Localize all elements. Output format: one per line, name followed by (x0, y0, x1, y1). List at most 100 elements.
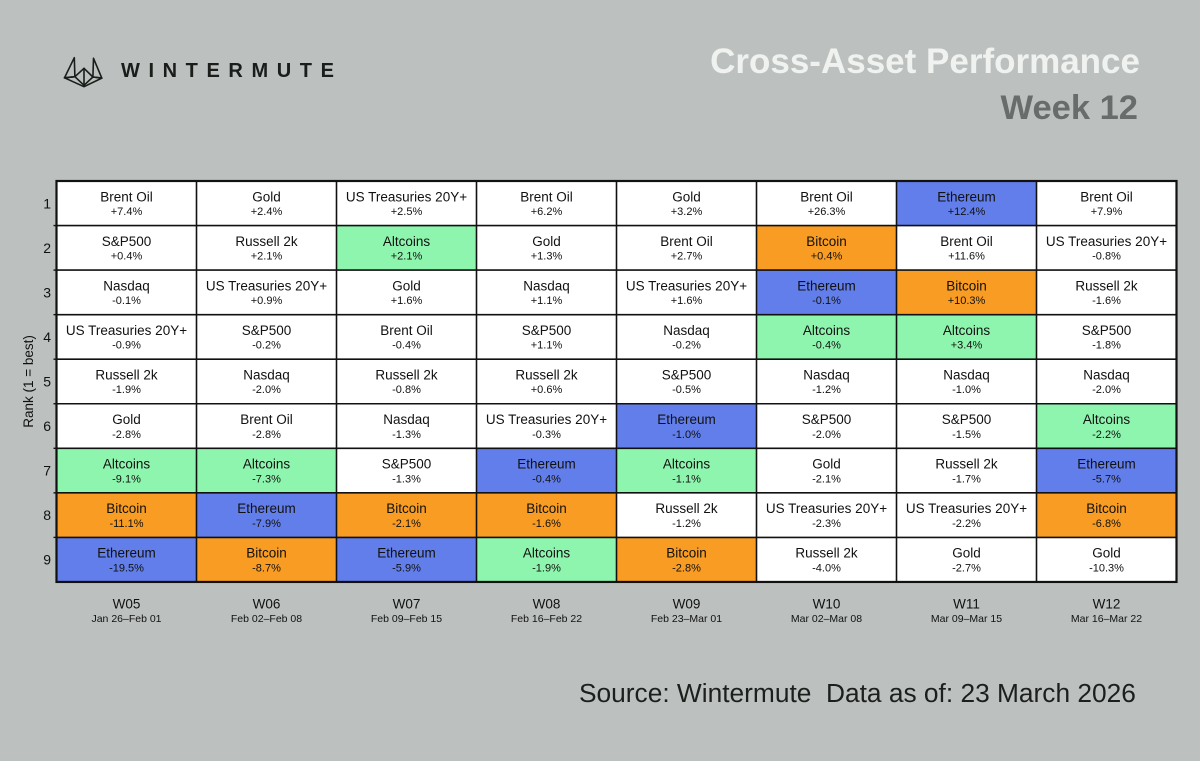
svg-text:Gold: Gold (672, 189, 701, 204)
svg-text:Ethereum: Ethereum (1077, 457, 1136, 472)
svg-text:-0.9%: -0.9% (112, 340, 141, 352)
svg-text:S&P500: S&P500 (802, 412, 852, 427)
svg-text:-0.4%: -0.4% (392, 340, 421, 352)
svg-text:-1.3%: -1.3% (392, 473, 421, 485)
svg-text:-2.0%: -2.0% (1092, 384, 1121, 396)
svg-text:+2.4%: +2.4% (251, 206, 283, 218)
svg-text:Brent Oil: Brent Oil (1080, 189, 1133, 204)
svg-text:Bitcoin: Bitcoin (666, 546, 707, 561)
svg-text:Ethereum: Ethereum (657, 412, 716, 427)
svg-text:-1.9%: -1.9% (112, 384, 141, 396)
svg-text:Brent Oil: Brent Oil (940, 234, 993, 249)
svg-text:-2.3%: -2.3% (812, 518, 841, 530)
svg-text:W11: W11 (953, 597, 980, 612)
svg-text:US Treasuries 20Y+: US Treasuries 20Y+ (906, 501, 1027, 516)
svg-text:S&P500: S&P500 (662, 368, 712, 383)
svg-text:-8.7%: -8.7% (252, 562, 281, 574)
svg-text:W09: W09 (673, 597, 701, 612)
svg-text:Mar 16–Mar 22: Mar 16–Mar 22 (1071, 613, 1142, 625)
svg-text:Gold: Gold (952, 546, 981, 561)
svg-text:Bitcoin: Bitcoin (946, 278, 987, 293)
svg-text:Nasdaq: Nasdaq (103, 278, 150, 293)
svg-text:S&P500: S&P500 (1082, 323, 1132, 338)
svg-text:Nasdaq: Nasdaq (663, 323, 710, 338)
svg-text:-1.7%: -1.7% (952, 473, 981, 485)
svg-text:-2.7%: -2.7% (952, 562, 981, 574)
svg-text:-1.2%: -1.2% (812, 384, 841, 396)
svg-text:+3.2%: +3.2% (671, 206, 703, 218)
svg-text:-2.2%: -2.2% (1092, 429, 1121, 441)
svg-text:-11.1%: -11.1% (109, 518, 143, 530)
svg-text:US Treasuries 20Y+: US Treasuries 20Y+ (1046, 234, 1167, 249)
svg-text:+1.6%: +1.6% (671, 295, 703, 307)
svg-text:Gold: Gold (532, 234, 561, 249)
svg-text:+26.3%: +26.3% (808, 206, 846, 218)
svg-text:-1.0%: -1.0% (952, 384, 981, 396)
svg-text:Gold: Gold (392, 278, 421, 293)
svg-text:S&P500: S&P500 (382, 457, 432, 472)
svg-text:-1.5%: -1.5% (952, 429, 981, 441)
svg-text:-0.4%: -0.4% (532, 473, 561, 485)
svg-text:+12.4%: +12.4% (948, 206, 986, 218)
svg-text:+1.6%: +1.6% (391, 295, 423, 307)
svg-text:Brent Oil: Brent Oil (660, 234, 713, 249)
svg-text:-5.9%: -5.9% (392, 562, 421, 574)
svg-text:6: 6 (43, 418, 51, 434)
svg-text:Bitcoin: Bitcoin (106, 501, 147, 516)
svg-text:Russell 2k: Russell 2k (515, 368, 578, 383)
svg-text:-1.6%: -1.6% (1092, 295, 1121, 307)
svg-text:-10.3%: -10.3% (1089, 562, 1124, 574)
svg-text:+1.1%: +1.1% (531, 295, 563, 307)
svg-text:-2.1%: -2.1% (392, 518, 421, 530)
svg-text:-0.2%: -0.2% (672, 340, 701, 352)
svg-text:+0.4%: +0.4% (811, 251, 843, 263)
svg-text:7: 7 (43, 463, 51, 479)
svg-text:Russell 2k: Russell 2k (795, 546, 858, 561)
svg-text:-0.4%: -0.4% (812, 340, 841, 352)
svg-text:+0.4%: +0.4% (111, 251, 143, 263)
svg-text:-2.0%: -2.0% (812, 429, 841, 441)
svg-text:Nasdaq: Nasdaq (943, 368, 990, 383)
svg-text:-4.0%: -4.0% (812, 562, 841, 574)
svg-text:-7.9%: -7.9% (252, 518, 281, 530)
svg-text:S&P500: S&P500 (522, 323, 572, 338)
svg-text:-0.8%: -0.8% (392, 384, 421, 396)
svg-text:3: 3 (43, 284, 51, 300)
svg-text:Altcoins: Altcoins (663, 457, 711, 472)
svg-text:-1.8%: -1.8% (1092, 340, 1121, 352)
svg-text:Gold: Gold (812, 457, 841, 472)
svg-text:W12: W12 (1093, 597, 1121, 612)
svg-text:-1.3%: -1.3% (392, 429, 421, 441)
svg-text:+2.7%: +2.7% (671, 251, 703, 263)
svg-text:-0.5%: -0.5% (672, 384, 701, 396)
svg-text:-0.8%: -0.8% (1092, 251, 1121, 263)
svg-text:4: 4 (43, 329, 51, 345)
svg-text:+3.4%: +3.4% (951, 340, 983, 352)
svg-text:Gold: Gold (252, 189, 281, 204)
svg-text:W05: W05 (113, 597, 141, 612)
svg-text:-9.1%: -9.1% (112, 473, 141, 485)
svg-text:Feb 09–Feb 15: Feb 09–Feb 15 (371, 613, 442, 625)
svg-text:Nasdaq: Nasdaq (243, 368, 290, 383)
svg-text:-6.8%: -6.8% (1092, 518, 1121, 530)
svg-text:Ethereum: Ethereum (97, 546, 156, 561)
svg-text:US Treasuries 20Y+: US Treasuries 20Y+ (626, 278, 747, 293)
svg-text:Gold: Gold (1092, 546, 1121, 561)
svg-text:Russell 2k: Russell 2k (655, 501, 718, 516)
svg-text:Russell 2k: Russell 2k (1075, 278, 1138, 293)
svg-text:-19.5%: -19.5% (109, 562, 144, 574)
svg-text:+2.1%: +2.1% (391, 251, 423, 263)
svg-text:+2.5%: +2.5% (391, 206, 423, 218)
svg-text:+7.9%: +7.9% (1091, 206, 1123, 218)
svg-text:-2.1%: -2.1% (812, 473, 841, 485)
svg-text:Mar 02–Mar 08: Mar 02–Mar 08 (791, 613, 862, 625)
svg-text:Altcoins: Altcoins (383, 234, 431, 249)
svg-text:US Treasuries 20Y+: US Treasuries 20Y+ (486, 412, 607, 427)
svg-text:US Treasuries 20Y+: US Treasuries 20Y+ (766, 501, 887, 516)
svg-text:Altcoins: Altcoins (943, 323, 991, 338)
svg-text:Feb 16–Feb 22: Feb 16–Feb 22 (511, 613, 582, 625)
svg-text:Bitcoin: Bitcoin (806, 234, 847, 249)
svg-text:+7.4%: +7.4% (111, 206, 143, 218)
svg-text:S&P500: S&P500 (242, 323, 292, 338)
svg-text:-0.2%: -0.2% (252, 340, 281, 352)
